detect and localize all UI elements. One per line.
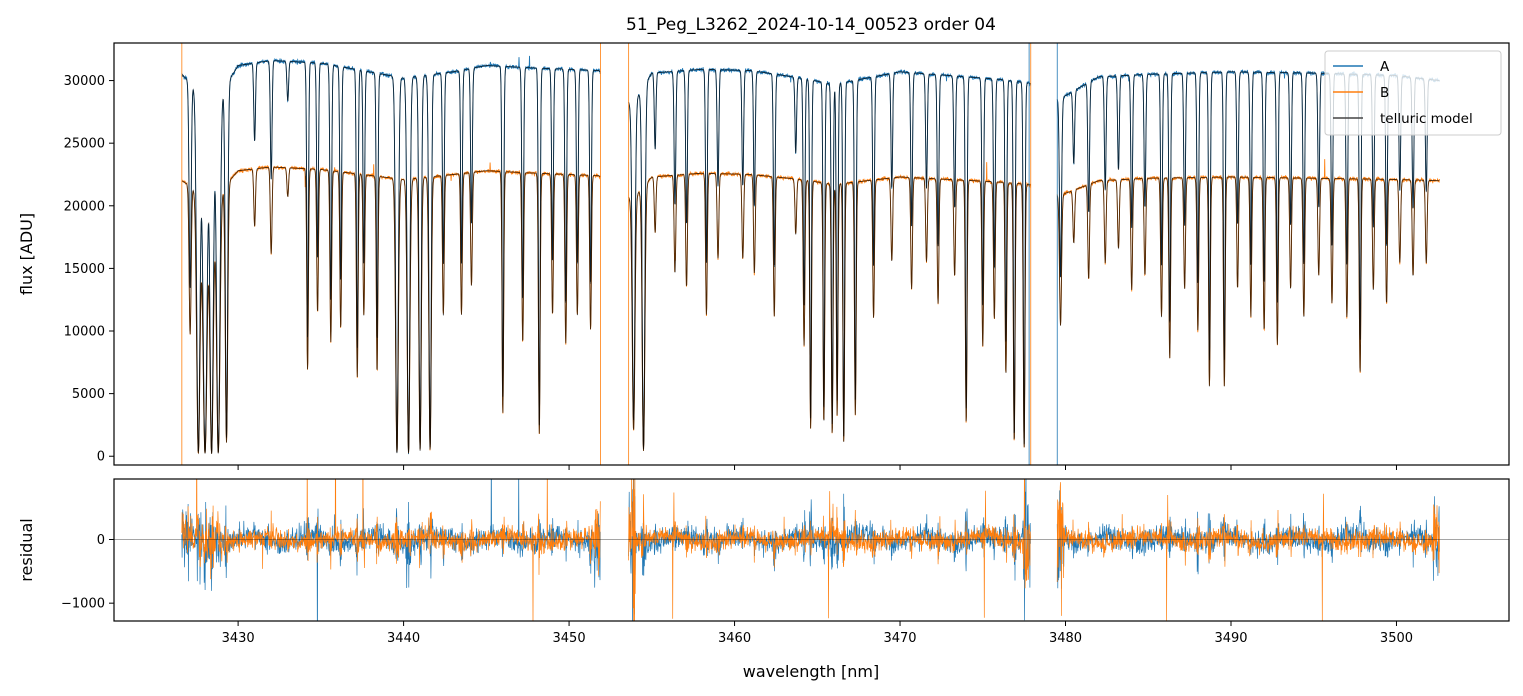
residual-axes-frame (113, 478, 1510, 622)
flux-y-axis: 0 5000 10000 15000 20000 25000 30000 (64, 74, 114, 465)
legend-label-a: A (1380, 59, 1390, 75)
residual-x-tick-label: 3450 (553, 631, 586, 646)
residual-x-tick-label: 3500 (1380, 631, 1413, 646)
flux-y-tick-label: 25000 (64, 137, 105, 152)
flux-y-tick-label: 10000 (64, 325, 105, 340)
residual-y-tick-label: −1000 (61, 597, 105, 612)
residual-x-axis: 3430 3440 3450 3460 3470 3480 3490 3500 (222, 621, 1413, 646)
flux-panel: 0 5000 10000 15000 20000 25000 30000 flux [ADU… (17, 42, 1510, 470)
legend: A B telluric model (1324, 50, 1502, 136)
flux-x-axis (237, 465, 1397, 470)
residual-y-tick-label: 0 (97, 533, 105, 548)
residual-x-tick-label: 3460 (718, 631, 751, 646)
legend-label-b: B (1380, 85, 1389, 101)
flux-y-tick-label: 30000 (64, 74, 105, 89)
residual-x-tick-label: 3470 (883, 631, 916, 646)
residual-panel: −10000 3430 3440 3450 3460 3470 3480 3490 3500 … (17, 478, 1510, 681)
residual-x-tick-label: 3430 (222, 631, 255, 646)
flux-y-tick-label: 15000 (64, 262, 105, 277)
flux-y-label: flux [ADU] (17, 213, 36, 295)
flux-y-tick-label: 0 (97, 450, 105, 465)
series-b-residual-line (181, 479, 1440, 621)
flux-axes-frame (113, 42, 1510, 466)
legend-box (1324, 50, 1502, 136)
residual-y-label: residual (17, 518, 36, 581)
flux-y-tick-label: 20000 (64, 199, 105, 214)
residual-x-tick-label: 3490 (1214, 631, 1247, 646)
chart-title: 51_Peg_L3262_2024-10-14_00523 order 04 (626, 15, 996, 35)
legend-label-telluric: telluric model (1380, 111, 1473, 127)
flux-y-tick-label: 5000 (72, 387, 105, 402)
residual-x-tick-label: 3480 (1049, 631, 1082, 646)
telluric-model-b-line (181, 166, 1440, 455)
residual-x-tick-label: 3440 (387, 631, 420, 646)
residual-x-label: wavelength [nm] (743, 662, 880, 681)
residual-y-axis: −1000 0 (61, 533, 114, 612)
